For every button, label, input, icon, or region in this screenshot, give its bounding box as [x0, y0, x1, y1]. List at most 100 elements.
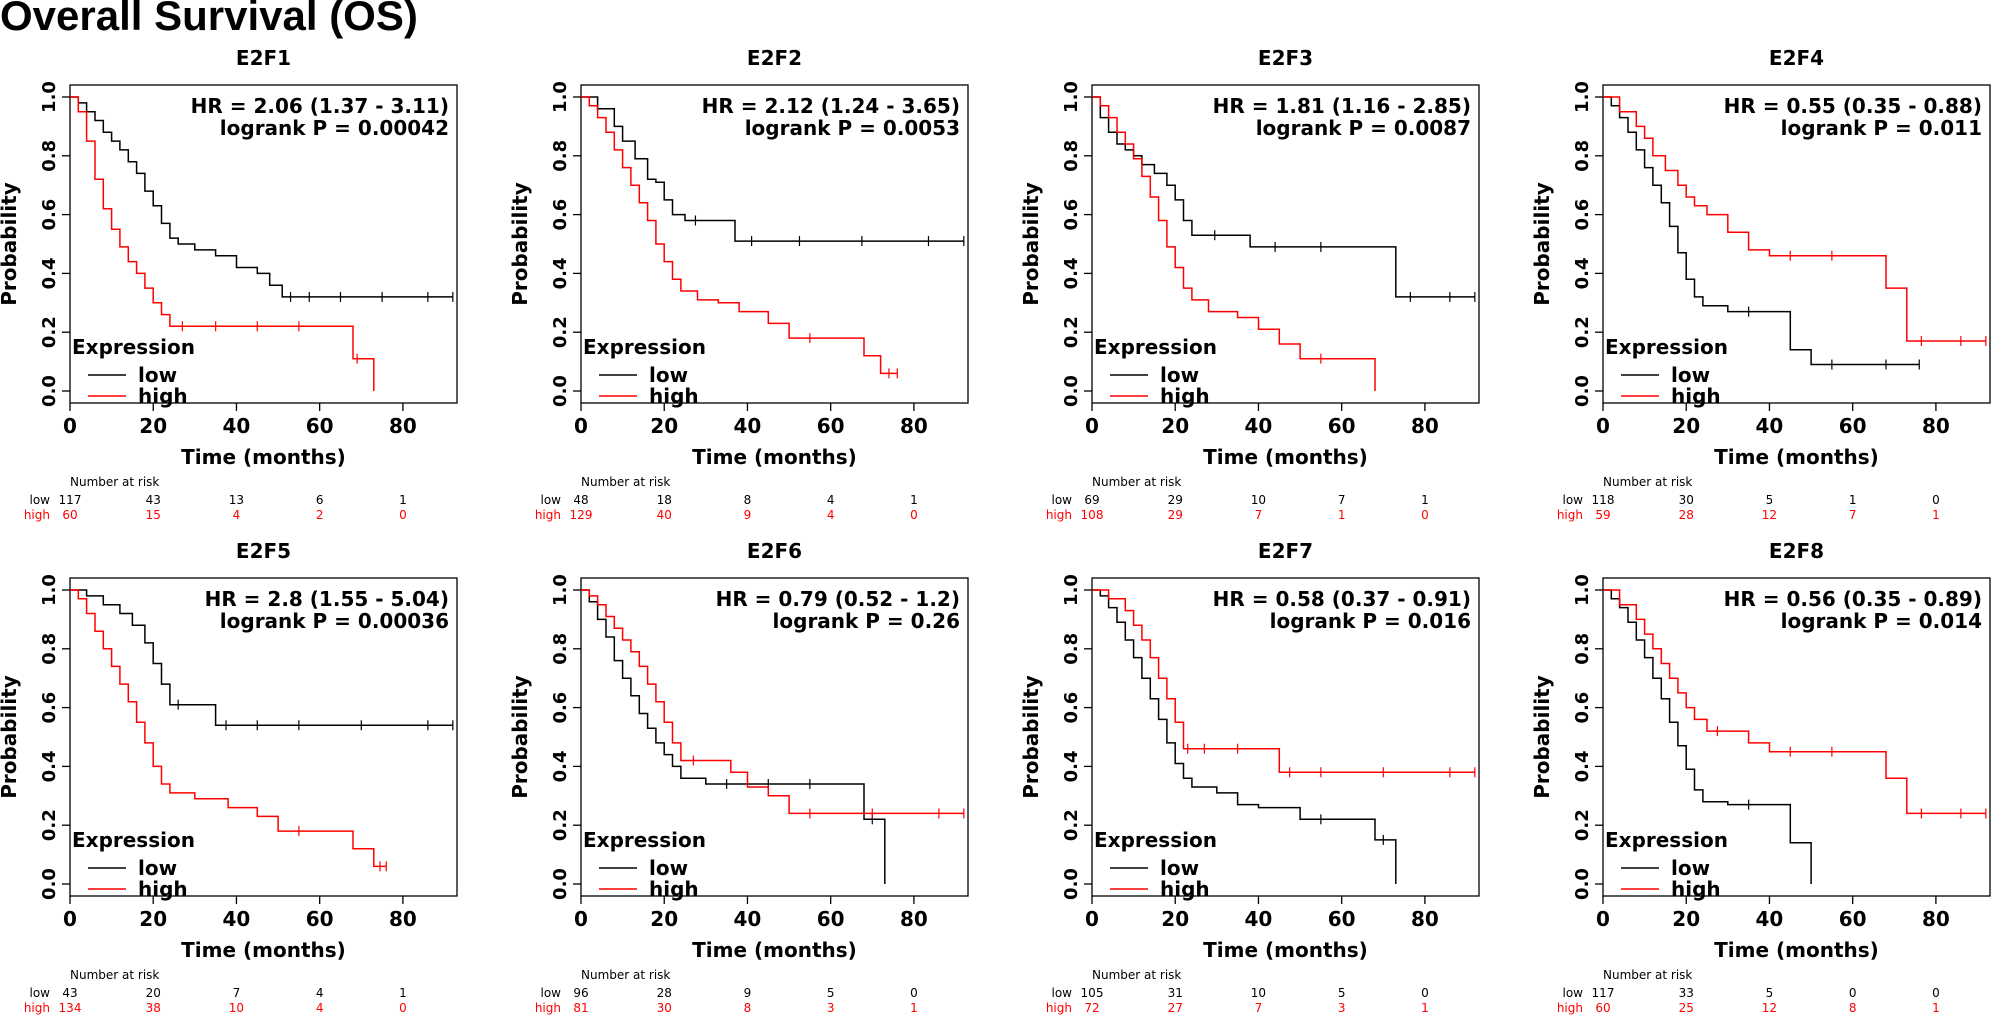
risk-count-high: 1 — [1932, 508, 1940, 522]
risk-count-low: 4 — [316, 986, 324, 1000]
hr-text: HR = 2.8 (1.55 - 5.04) — [205, 587, 449, 611]
legend-title: Expression — [583, 335, 706, 359]
risk-count-low: 118 — [1592, 493, 1615, 507]
legend-label-low: low — [1671, 856, 1710, 880]
risk-count-low: 43 — [146, 493, 161, 507]
y-tick-label: 0.0 — [39, 375, 60, 407]
legend-label-high: high — [1160, 877, 1210, 901]
hr-text: HR = 0.55 (0.35 - 0.88) — [1724, 94, 1982, 118]
risk-count-high: 3 — [1338, 1001, 1346, 1015]
x-tick-label: 20 — [139, 414, 167, 438]
risk-count-low: 5 — [1766, 986, 1774, 1000]
risk-count-high: 60 — [62, 508, 77, 522]
x-tick-label: 40 — [1756, 907, 1784, 931]
risk-row-label-low: low — [30, 493, 51, 507]
y-tick-label: 1.0 — [1572, 81, 1593, 113]
risk-count-low: 48 — [573, 493, 588, 507]
plot-frame — [580, 577, 969, 897]
km-panel-e2f3: E2F3 0.0 0.2 0.4 0.6 0.8 1.0 Probability 0 20 40 60… — [1019, 46, 1480, 522]
x-tick-label: 40 — [734, 414, 762, 438]
x-tick-label: 60 — [1839, 414, 1867, 438]
legend-label-low: low — [1160, 363, 1199, 387]
risk-count-low: 13 — [229, 493, 244, 507]
hr-text: HR = 1.81 (1.16 - 2.85) — [1213, 94, 1471, 118]
risk-count-low: 5 — [827, 986, 835, 1000]
risk-count-high: 3 — [827, 1001, 835, 1015]
number-at-risk-title: Number at risk — [70, 475, 159, 489]
km-curve-high — [1092, 589, 1475, 774]
risk-count-low: 69 — [1084, 493, 1099, 507]
legend-title: Expression — [72, 828, 195, 852]
hr-text: HR = 0.58 (0.37 - 0.91) — [1213, 587, 1471, 611]
y-tick-label: 0.4 — [550, 257, 571, 289]
km-panel-e2f8: E2F8 0.0 0.2 0.4 0.6 0.8 1.0 Probability 0 20 40 60… — [1530, 539, 1991, 1015]
km-curve-low — [581, 96, 964, 242]
y-tick-label: 0.4 — [39, 750, 60, 782]
risk-count-high: 4 — [233, 508, 241, 522]
risk-count-high: 0 — [399, 508, 407, 522]
y-axis-label: Probability — [1530, 675, 1554, 799]
risk-count-high: 1 — [910, 1001, 918, 1015]
risk-count-high: 38 — [146, 1001, 161, 1015]
y-tick-label: 0.2 — [1061, 316, 1082, 348]
risk-count-high: 60 — [1595, 1001, 1610, 1015]
x-tick-label: 40 — [1245, 907, 1273, 931]
risk-count-high: 25 — [1679, 1001, 1694, 1015]
risk-count-low: 7 — [1338, 493, 1346, 507]
risk-row-label-high: high — [535, 1001, 561, 1015]
panel-title: E2F1 — [236, 46, 291, 70]
risk-count-high: 59 — [1595, 508, 1610, 522]
y-tick-label: 0.2 — [550, 809, 571, 841]
y-tick-label: 0.4 — [1572, 750, 1593, 782]
hr-text: HR = 0.56 (0.35 - 0.89) — [1724, 587, 1982, 611]
y-axis-label: Probability — [508, 675, 532, 799]
logrank-p-text: logrank P = 0.0053 — [745, 116, 960, 140]
y-tick-label: 1.0 — [550, 81, 571, 113]
number-at-risk-title: Number at risk — [581, 475, 670, 489]
risk-count-high: 7 — [1255, 508, 1263, 522]
y-tick-label: 1.0 — [39, 81, 60, 113]
risk-count-high: 108 — [1081, 508, 1104, 522]
risk-row-label-low: low — [1563, 493, 1584, 507]
x-tick-label: 60 — [817, 907, 845, 931]
risk-count-low: 1 — [399, 986, 407, 1000]
legend-title: Expression — [1605, 828, 1728, 852]
plot-frame — [1602, 577, 1991, 897]
legend-label-low: low — [138, 856, 177, 880]
risk-count-low: 10 — [1251, 986, 1266, 1000]
x-axis-label: Time (months) — [1714, 445, 1879, 469]
risk-row-label-low: low — [30, 986, 51, 1000]
y-tick-label: 0.6 — [39, 692, 60, 724]
risk-count-high: 10 — [229, 1001, 244, 1015]
x-tick-label: 80 — [1922, 414, 1950, 438]
risk-count-low: 5 — [1766, 493, 1774, 507]
x-tick-label: 20 — [1161, 907, 1189, 931]
km-curve-low — [1603, 589, 1812, 884]
hr-text: HR = 0.79 (0.52 - 1.2) — [716, 587, 960, 611]
risk-count-high: 134 — [59, 1001, 82, 1015]
y-tick-label: 0.6 — [1061, 692, 1082, 724]
x-tick-label: 40 — [1245, 414, 1273, 438]
panel-title: E2F5 — [236, 539, 291, 563]
y-tick-label: 0.4 — [1572, 257, 1593, 289]
panel-title: E2F3 — [1258, 46, 1313, 70]
legend-label-high: high — [1160, 384, 1210, 408]
x-tick-label: 60 — [306, 414, 334, 438]
risk-count-low: 20 — [146, 986, 161, 1000]
risk-count-low: 0 — [1849, 986, 1857, 1000]
x-tick-label: 60 — [306, 907, 334, 931]
x-axis-label: Time (months) — [181, 445, 346, 469]
legend-label-high: high — [1671, 877, 1721, 901]
risk-row-label-high: high — [1046, 1001, 1072, 1015]
y-tick-label: 0.0 — [1572, 375, 1593, 407]
risk-count-low: 31 — [1168, 986, 1183, 1000]
risk-count-low: 0 — [1421, 986, 1429, 1000]
y-tick-label: 0.6 — [1572, 692, 1593, 724]
risk-row-label-high: high — [1557, 508, 1583, 522]
